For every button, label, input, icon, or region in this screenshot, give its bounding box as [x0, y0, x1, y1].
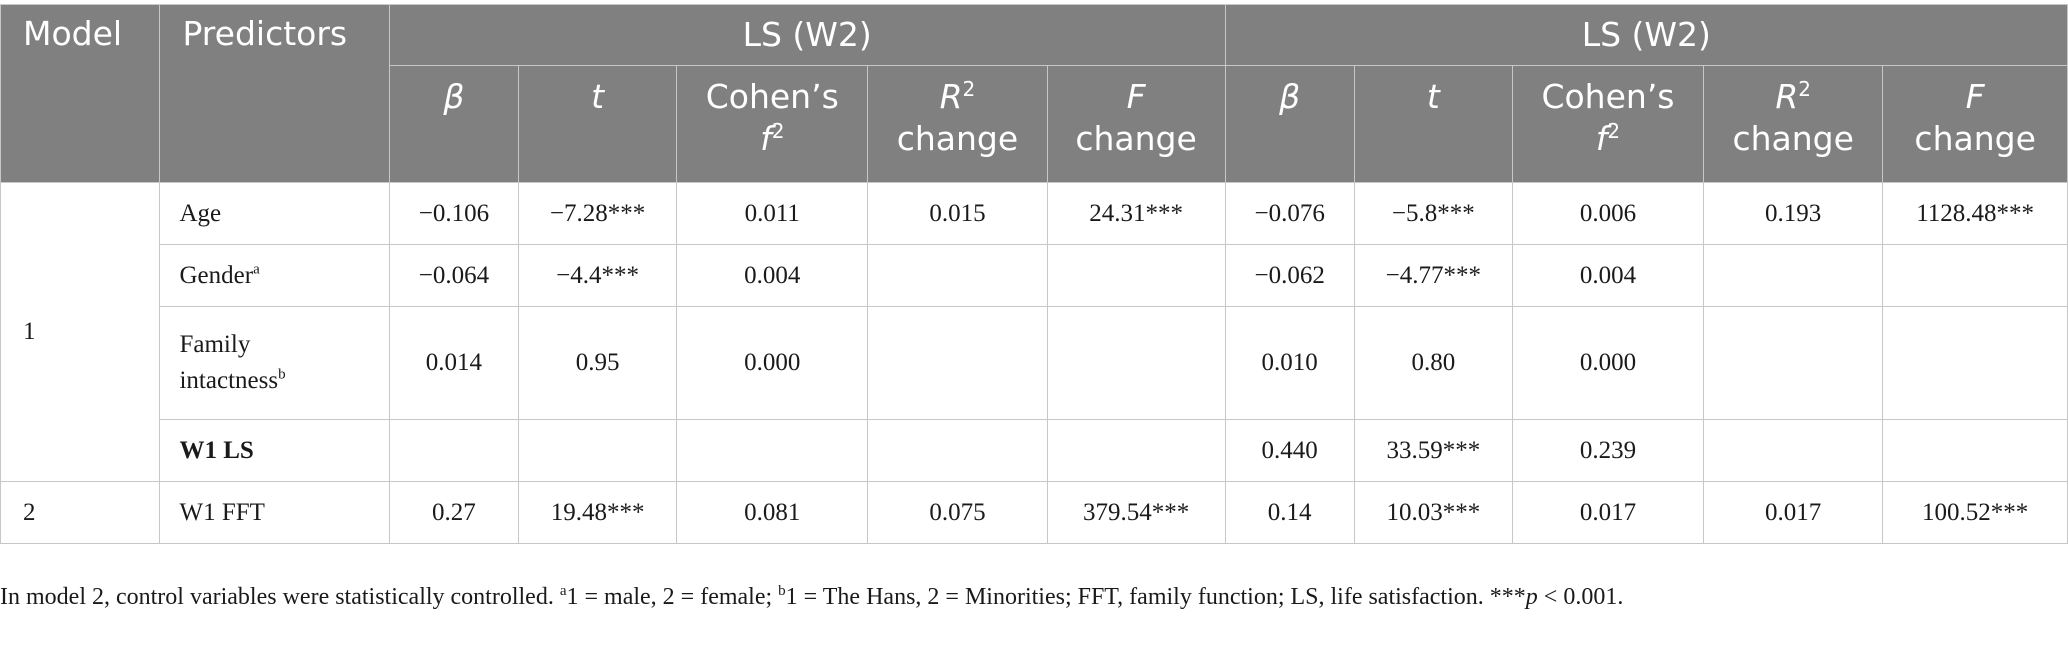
value-cell: −5.8***: [1353, 182, 1513, 245]
header-beta: β: [1224, 65, 1355, 183]
value-cell: 0.000: [1511, 306, 1705, 420]
value-cell: 0.006: [1511, 182, 1705, 245]
header-group-1: LS (W2): [388, 4, 1226, 66]
value-cell: 0.27: [388, 481, 520, 544]
model-cell: 2: [0, 481, 161, 544]
header-row-groups: Model Predictors LS (W2) LS (W2): [0, 4, 2068, 183]
value-cell: [388, 419, 520, 482]
value-cell: 10.03***: [1353, 481, 1513, 544]
value-cell: 0.239: [1511, 419, 1705, 482]
value-cell: 33.59***: [1353, 419, 1513, 482]
header-group-2: LS (W2): [1224, 4, 2068, 66]
value-cell: −0.062: [1224, 244, 1355, 307]
value-cell: 1128.48***: [1882, 182, 2068, 245]
value-cell: −0.064: [388, 244, 520, 307]
table-footnote: In model 2, control variables were stati…: [0, 583, 1624, 611]
value-cell: 24.31***: [1046, 182, 1226, 245]
value-cell: [1703, 244, 1884, 307]
value-cell: 379.54***: [1046, 481, 1226, 544]
header-beta: β: [388, 65, 520, 183]
value-cell: 0.440: [1224, 419, 1355, 482]
value-cell: 0.80: [1353, 306, 1513, 420]
value-cell: 0.14: [1224, 481, 1355, 544]
value-cell: [867, 419, 1048, 482]
value-cell: −4.4***: [518, 244, 678, 307]
value-cell: [1046, 419, 1226, 482]
header-r2-change: R2 change: [1703, 65, 1884, 183]
value-cell: [867, 306, 1048, 420]
header-r2-change: R2 change: [867, 65, 1048, 183]
value-cell: 0.017: [1703, 481, 1884, 544]
value-cell: 0.015: [867, 182, 1048, 245]
table-row-family-intactness: Family intactnessb 0.014 0.95 0.000 0.010…: [1, 306, 2068, 420]
value-cell: −4.77***: [1353, 244, 1513, 307]
results-table: Model Predictors LS (W2) LS (W2) β t Coh…: [0, 4, 2068, 544]
value-cell: [1046, 306, 1226, 420]
value-cell: [1046, 244, 1226, 307]
value-cell: 0.000: [676, 306, 869, 420]
value-cell: [1703, 419, 1884, 482]
predictor-cell: W1 LS: [159, 419, 390, 482]
value-cell: 0.075: [867, 481, 1048, 544]
value-cell: [1882, 419, 2068, 482]
value-cell: −0.076: [1224, 182, 1355, 245]
predictor-cell: Family intactnessb: [159, 306, 390, 420]
table-row-gender: Gendera −0.064 −4.4*** 0.004 −0.062 −4.7…: [1, 244, 2068, 307]
value-cell: 0.010: [1224, 306, 1355, 420]
value-cell: [518, 419, 678, 482]
value-cell: 0.004: [1511, 244, 1705, 307]
table-row-w1-fft: 2 W1 FFT 0.27 19.48*** 0.081 0.075 379.5…: [0, 481, 2068, 544]
header-cohens-f2: Cohen’s f2: [676, 65, 869, 183]
value-cell: 100.52***: [1882, 481, 2068, 544]
table-row-w1-ls: W1 LS 0.440 33.59*** 0.239: [1, 419, 2068, 482]
value-cell: [867, 244, 1048, 307]
value-cell: 19.48***: [518, 481, 678, 544]
header-t: t: [518, 65, 678, 183]
value-cell: 0.193: [1703, 182, 1884, 245]
predictor-cell: Gendera: [159, 244, 390, 307]
value-cell: [676, 419, 869, 482]
value-cell: 0.004: [676, 244, 869, 307]
value-cell: 0.011: [676, 182, 869, 245]
header-model: Model: [0, 4, 161, 183]
header-t: t: [1353, 65, 1513, 183]
value-cell: 0.017: [1511, 481, 1705, 544]
value-cell: [1703, 306, 1884, 420]
value-cell: [1882, 306, 2068, 420]
value-cell: −7.28***: [518, 182, 678, 245]
predictor-cell: W1 FFT: [159, 481, 390, 544]
model-cell: 1: [0, 182, 161, 482]
header-cohens-f2: Cohen’s f2: [1511, 65, 1705, 183]
value-cell: −0.106: [388, 182, 520, 245]
value-cell: 0.95: [518, 306, 678, 420]
value-cell: 0.081: [676, 481, 869, 544]
value-cell: [1882, 244, 2068, 307]
table-row-age: 1 Age −0.106 −7.28*** 0.011 0.015 24.31*…: [0, 182, 2068, 482]
predictor-cell: Age: [159, 182, 390, 245]
header-predictors: Predictors: [159, 4, 390, 183]
value-cell: 0.014: [388, 306, 520, 420]
